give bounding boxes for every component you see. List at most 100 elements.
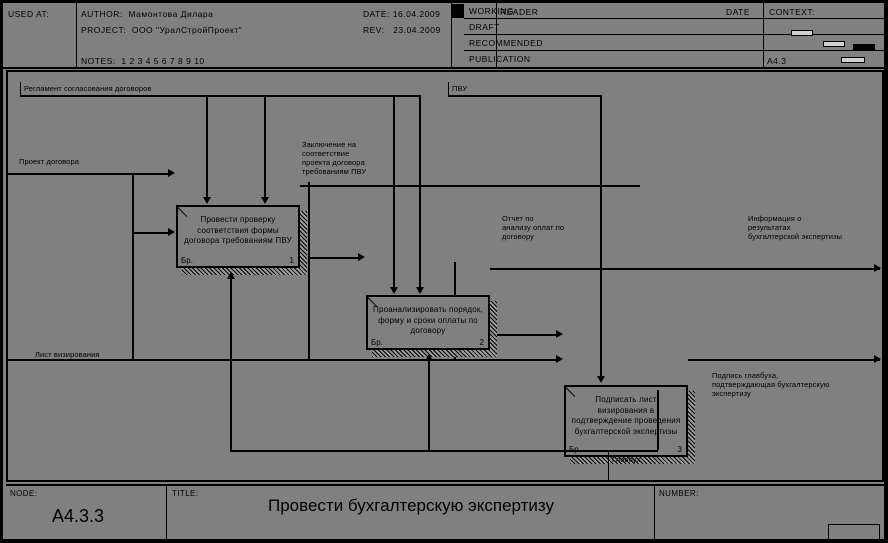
project-value: ООО "УралСтройПроект" <box>131 25 243 35</box>
status-row-draft[interactable]: DRAFT <box>464 19 884 35</box>
arrowhead-glavbuh-box1 <box>227 272 235 279</box>
box1-number: 1 <box>289 256 294 265</box>
author-value: Мамонтова Дилара <box>128 9 214 19</box>
label-glavbuh: Главбух <box>612 455 641 464</box>
list-line-main <box>8 359 558 361</box>
number-value-box[interactable] <box>828 524 880 540</box>
diagram-title: Провести бухгалтерскую экспертизу <box>268 496 555 515</box>
box2-title: Проанализировать порядок, форму и сроки … <box>373 305 483 335</box>
footer-divider-2 <box>654 486 655 542</box>
box3-output-right <box>688 359 880 361</box>
arrowhead-glavbuh-box2 <box>425 354 433 361</box>
box1-title: Провести проверку соответствия формы дог… <box>184 215 292 245</box>
glavbuh-up-box1 <box>230 277 232 450</box>
status-row-working[interactable]: WORKING <box>464 3 884 19</box>
arrowhead-reglament-box2b <box>416 287 424 294</box>
status-divider-reader <box>496 3 497 67</box>
label-pvu: ПВУ <box>452 84 468 93</box>
node-label: NODE: <box>10 489 38 498</box>
riser-to-box2 <box>308 182 310 359</box>
status-label-draft: DRAFT <box>469 22 500 32</box>
status-row-recommended[interactable]: RECOMMENDED <box>464 35 884 51</box>
box3-shadow-right <box>688 391 695 463</box>
glavbuh-up-box2 <box>428 359 430 450</box>
reglament-drop-box2b <box>419 95 421 288</box>
proekt-line <box>8 173 170 175</box>
arrowhead-reglament-box1 <box>203 197 211 204</box>
status-label-working: WORKING <box>469 6 515 16</box>
label-list-vizirovaniya: Лист визирования <box>35 350 100 359</box>
label-signature: Подпись главбуха, подтверждающая бухгалт… <box>712 371 830 398</box>
header-divider-2 <box>451 3 452 67</box>
label-tick-pvu <box>448 82 449 96</box>
arrowhead-info-output <box>874 264 881 272</box>
reglament-drop-box1 <box>206 95 208 198</box>
rev-line: REV: 23.04.2009 <box>363 25 441 35</box>
box3-author-tag: Бр. <box>569 445 581 454</box>
arrowhead-reglament-box2 <box>390 287 398 294</box>
rev-label: REV: <box>363 25 385 35</box>
status-label-recommended: RECOMMENDED <box>469 38 543 48</box>
label-proekt-dogovora: Проект договора <box>19 157 79 166</box>
function-box-3[interactable]: Подписать лист визирования в подтвержден… <box>564 385 688 457</box>
title-label: TITLE: <box>172 489 199 498</box>
rev-value: 23.04.2009 <box>393 25 441 35</box>
title-block-header: USED AT: AUTHOR: Мамонтова Дилара PROJEC… <box>3 3 884 69</box>
notes-numbers: 1 2 3 4 5 6 7 8 9 10 <box>121 56 205 66</box>
project-line: PROJECT: ООО "УралСтройПроект" <box>81 25 242 35</box>
arrowhead-reglament-box1b <box>261 197 269 204</box>
title-block-footer: NODE: A4.3.3 TITLE: Провести бухгалтерск… <box>6 484 884 542</box>
box1-shadow-right <box>300 211 307 274</box>
arrowhead-riser-box1 <box>168 228 175 236</box>
footer-divider-1 <box>166 486 167 542</box>
arrowhead-riser-box2 <box>358 253 365 261</box>
status-divider-context <box>763 3 764 67</box>
box2-output-right <box>490 268 880 270</box>
function-box-2[interactable]: Проанализировать порядок, форму и сроки … <box>366 295 490 350</box>
status-table: WORKING DRAFT RECOMMENDED PUBLICATION <box>464 3 884 67</box>
reader-label: READER <box>500 7 539 17</box>
label-zakluchenie: Заключение на соответствие проекта догов… <box>302 140 367 176</box>
box2-shadow-right <box>490 301 497 356</box>
idef0-canvas: Регламент согласования договоров ПВУ Про… <box>6 70 884 482</box>
arrowhead-list-box3 <box>556 355 563 363</box>
context-mini-box-3-current <box>853 44 875 51</box>
pvu-drop-box3 <box>600 95 602 377</box>
notes-label: NOTES: <box>81 56 116 66</box>
box3-title: Подписать лист визирования в подтвержден… <box>571 395 681 436</box>
box3-number: 3 <box>677 445 682 454</box>
riser-to-box1 <box>132 173 134 359</box>
box2-number: 2 <box>479 338 484 347</box>
label-tick-reglament <box>20 82 21 96</box>
status-label-publication: PUBLICATION <box>469 54 531 64</box>
context-mini-box-1 <box>791 30 813 36</box>
used-at-label: USED AT: <box>8 9 50 19</box>
label-otchet: Отчет по анализу оплат по договору <box>502 214 565 241</box>
node-value: A4.3.3 <box>52 506 105 526</box>
box1-shadow-bottom <box>182 268 307 275</box>
footer-top-rule <box>6 484 884 486</box>
box3-shadow-bottom <box>570 457 695 464</box>
reglament-trunk <box>20 95 420 97</box>
arrowhead-riser-box3 <box>556 330 563 338</box>
box2-shadow-bottom <box>372 350 497 357</box>
pvu-trunk <box>448 95 600 97</box>
box2-author-tag: Бр. <box>371 338 383 347</box>
context-mini-box-4 <box>841 57 865 63</box>
label-tick-glavbuh <box>608 452 609 480</box>
project-label: PROJECT: <box>81 25 127 35</box>
context-node-label: A4.3 <box>767 56 787 66</box>
function-box-1[interactable]: Провести проверку соответствия формы дог… <box>176 205 300 268</box>
arrowhead-proekt-box1 <box>168 169 175 177</box>
date-line: DATE: 16.04.2009 <box>363 9 440 19</box>
box1-output-right <box>300 185 640 187</box>
label-reglament: Регламент согласования договоров <box>24 84 152 93</box>
reglament-drop-box1b <box>264 95 266 198</box>
glavbuh-riser-right <box>657 390 659 450</box>
status-row-publication[interactable]: PUBLICATION <box>464 51 884 67</box>
header-divider-1 <box>76 3 77 67</box>
riser-to-box3-h <box>454 334 558 336</box>
arrowhead-pvu-box3 <box>597 376 605 383</box>
header-bottom-rule <box>3 67 884 69</box>
